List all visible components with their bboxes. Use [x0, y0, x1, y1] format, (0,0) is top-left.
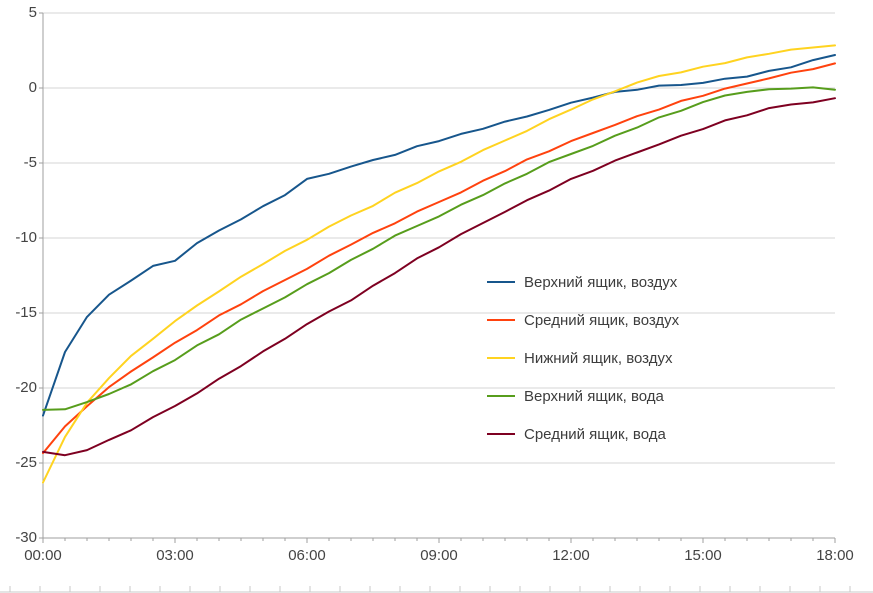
y-tick-label: -30 — [15, 529, 37, 546]
y-tick-label: -10 — [15, 229, 37, 246]
y-tick-label: 5 — [28, 4, 37, 21]
legend-item: Средний ящик, вода — [487, 415, 679, 453]
legend-item: Верхний ящик, воздух — [487, 263, 679, 301]
series-line-1 — [42, 62, 836, 455]
legend-label: Верхний ящик, воздух — [524, 273, 678, 291]
series-line-4 — [42, 97, 836, 457]
cropped-next-chart-edge — [0, 586, 873, 593]
series-line-3 — [42, 86, 836, 411]
legend-line-swatch — [487, 395, 515, 397]
axes — [39, 12, 836, 543]
legend-item: Средний ящик, воздух — [487, 301, 679, 339]
x-tick-label: 03:00 — [156, 547, 194, 564]
y-tick-label: -20 — [15, 379, 37, 396]
legend-line-swatch — [487, 319, 515, 321]
y-tick-label: -25 — [15, 454, 37, 471]
x-tick-label: 18:00 — [816, 547, 854, 564]
y-tick-label: -5 — [23, 154, 37, 171]
legend-label: Верхний ящик, вода — [524, 387, 664, 405]
x-tick-label: 12:00 — [552, 547, 590, 564]
legend-label: Средний ящик, воздух — [524, 311, 680, 329]
chart-legend: Верхний ящик, воздух Средний ящик, возду… — [487, 263, 679, 453]
legend-line-swatch — [487, 433, 515, 435]
legend-item: Верхний ящик, вода — [487, 377, 679, 415]
legend-label: Средний ящик, вода — [524, 425, 666, 443]
series-line-2 — [42, 44, 836, 484]
y-tick-label: 0 — [28, 79, 37, 96]
x-tick-label: 09:00 — [420, 547, 458, 564]
series-line-0 — [42, 54, 836, 417]
legend-item: Нижний ящик, воздух — [487, 339, 679, 377]
legend-label: Нижний ящик, воздух — [524, 349, 673, 367]
x-tick-label: 00:00 — [24, 547, 62, 564]
gridlines — [43, 12, 835, 539]
x-tick-label: 06:00 — [288, 547, 326, 564]
legend-line-swatch — [487, 281, 515, 283]
y-tick-label: -15 — [15, 304, 37, 321]
series-lines — [42, 44, 836, 484]
legend-line-swatch — [487, 357, 515, 359]
x-tick-label: 15:00 — [684, 547, 722, 564]
